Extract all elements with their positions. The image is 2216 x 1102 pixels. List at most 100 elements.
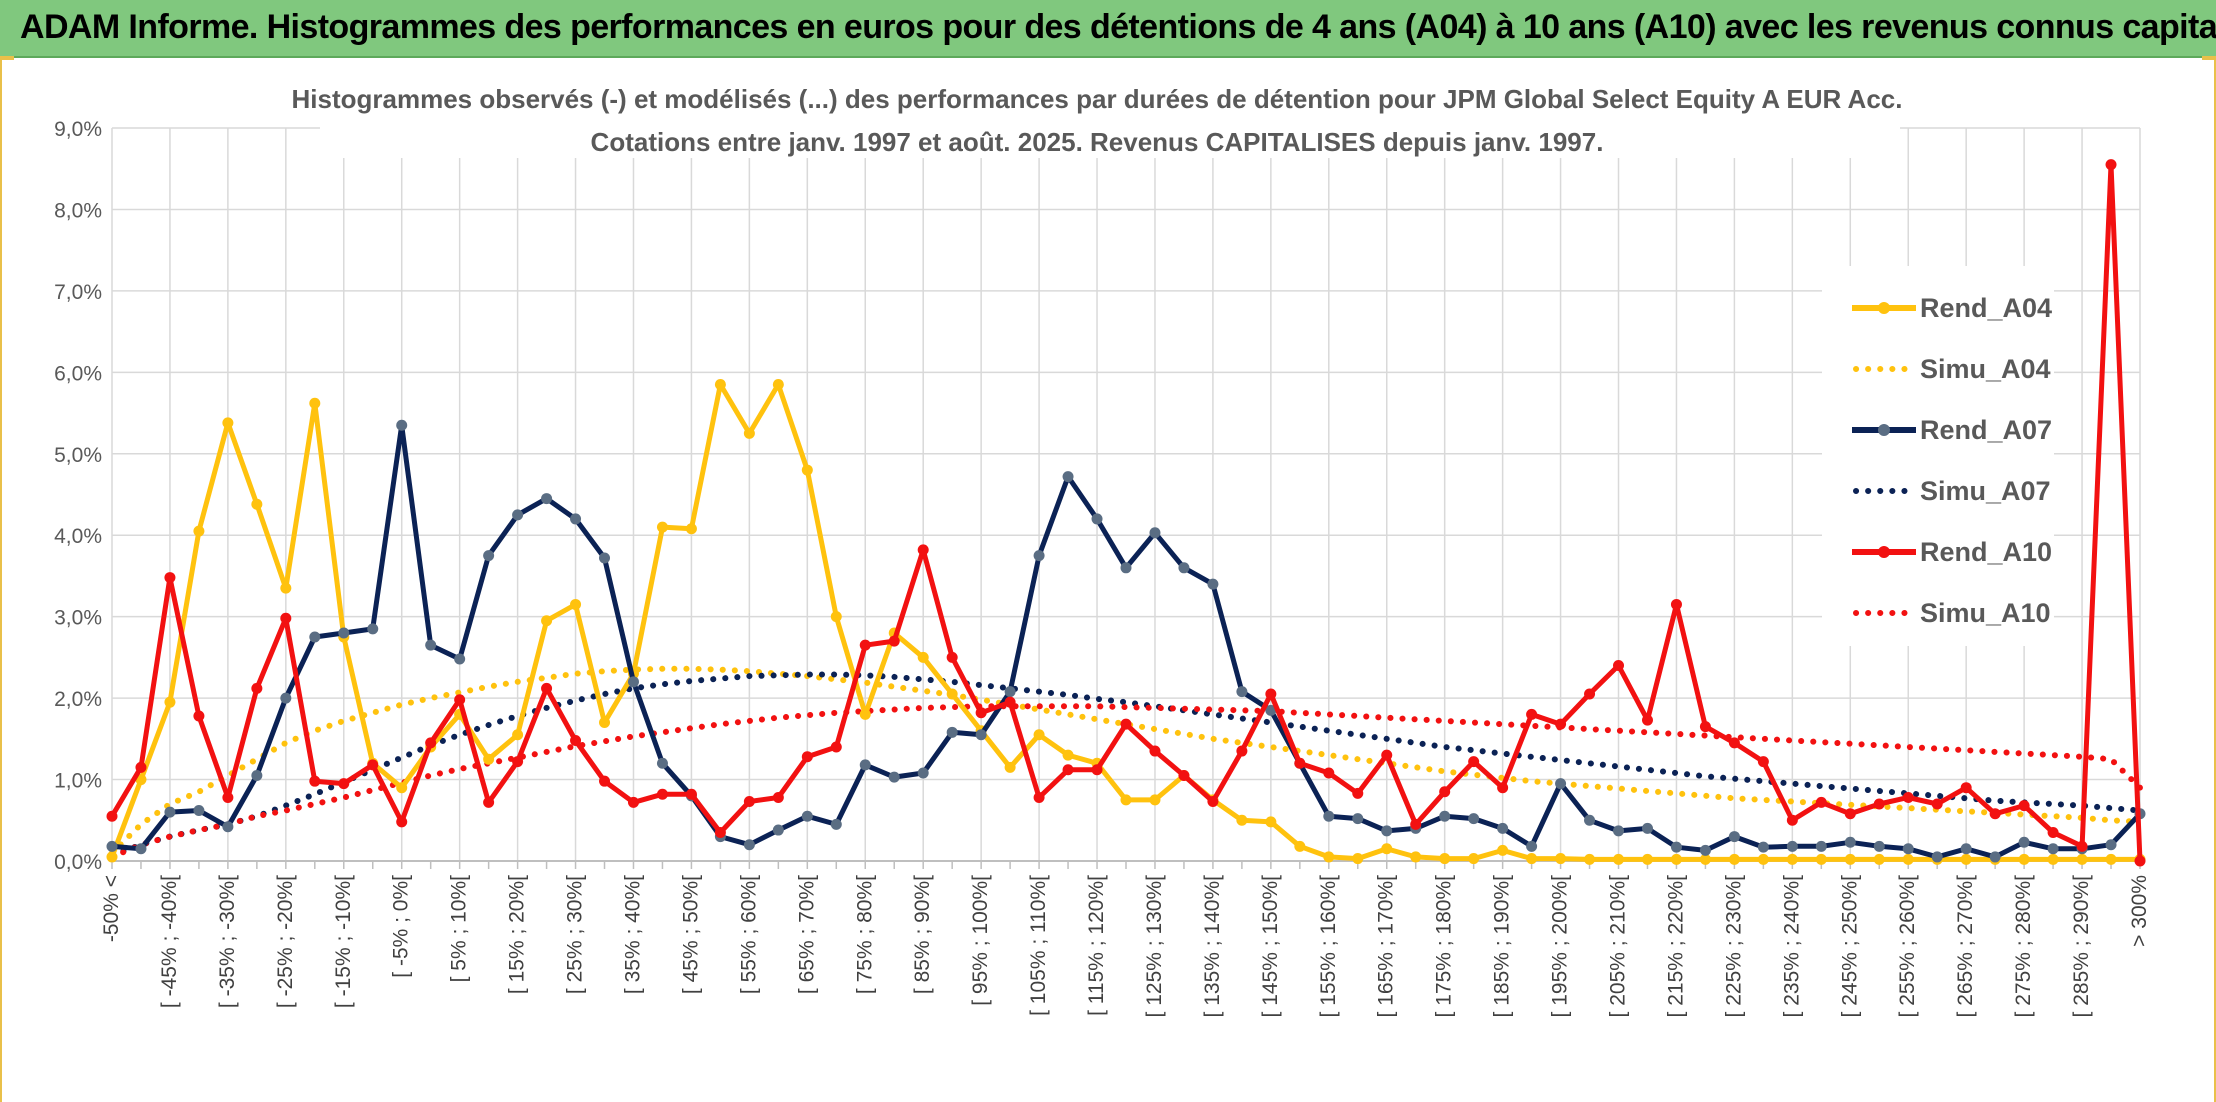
series-rend-a07-point xyxy=(1439,810,1451,822)
x-tick-label: [ 175% ; 180%[ xyxy=(1433,875,1456,1018)
series-rend-a10-point xyxy=(367,759,379,771)
series-rend-a10-point xyxy=(801,751,813,763)
series-rend-a10-point xyxy=(627,796,639,808)
series-rend-a04-point xyxy=(1294,840,1306,852)
y-axis: 0,0% 1,0% 2,0% 3,0% 4,0% 5,0% 6,0% 7,0% 8,0% 9,0% xyxy=(54,118,102,874)
series-rend-a04-point xyxy=(1844,853,1856,865)
series-rend-a04-point xyxy=(1670,853,1682,865)
series-rend-a04-point xyxy=(512,729,524,741)
series-rend-a07-point xyxy=(1699,844,1711,856)
series-rend-a07-point xyxy=(1207,578,1219,590)
y-tick-label: 5,0% xyxy=(54,444,102,467)
series-rend-a07-point xyxy=(1815,840,1827,852)
x-tick-label: [ 285% ; 290%[ xyxy=(2070,875,2093,1018)
series-rend-a07-point xyxy=(830,818,842,830)
series-rend-a07-point xyxy=(1757,841,1769,853)
series-rend-a04-point xyxy=(1439,853,1451,865)
series-rend-a10-point xyxy=(1439,786,1451,798)
series-rend-a10-point xyxy=(1931,798,1943,810)
series-rend-a10-point xyxy=(1613,660,1625,672)
series-rend-a07-point xyxy=(1091,513,1103,525)
series-rend-a10-point xyxy=(1468,756,1480,768)
series-rend-a10-point xyxy=(1062,764,1074,776)
x-tick-label: [ -15% ; -10%[ xyxy=(332,875,355,1008)
series-rend-a10-point xyxy=(1149,745,1161,757)
series-rend-a07-point xyxy=(1352,813,1364,825)
series-rend-a10-point xyxy=(1873,798,1885,810)
x-tick-label: [ 145% ; 150%[ xyxy=(1259,875,1282,1018)
series-rend-a07-point xyxy=(396,419,408,431)
legend-simu-a10-label: Simu_A10 xyxy=(1920,598,2051,628)
series-rend-a07-point xyxy=(367,623,379,635)
series-rend-a10-point xyxy=(570,734,582,746)
series-rend-a07-point xyxy=(859,759,871,771)
series-rend-a10-point xyxy=(1410,818,1422,830)
series-rend-a10-point xyxy=(135,761,147,773)
series-rend-a07-point xyxy=(1555,778,1567,790)
frame-corner-right xyxy=(2202,56,2216,60)
report-title: ADAM Informe. Histogrammes des performan… xyxy=(20,8,2216,46)
report-banner: ADAM Informe. Histogrammes des performan… xyxy=(0,0,2216,58)
series-rend-a04-point xyxy=(1584,853,1596,865)
y-tick-label: 2,0% xyxy=(54,688,102,711)
x-tick-label: [ 125% ; 130%[ xyxy=(1143,875,1166,1018)
series-rend-a10-point xyxy=(1699,721,1711,733)
y-tick-label: 8,0% xyxy=(54,199,102,222)
series-rend-a04-point xyxy=(1033,729,1045,741)
series-rend-a04-point xyxy=(599,717,611,729)
x-tick-label: [ 255% ; 260%[ xyxy=(1896,875,1919,1018)
series-rend-a07-point xyxy=(512,509,524,521)
series-rend-a04-point xyxy=(1410,851,1422,863)
y-tick-label: 6,0% xyxy=(54,362,102,385)
series-rend-a10-point xyxy=(309,775,321,787)
series-rend-a10-point xyxy=(1526,708,1538,720)
series-rend-a07-point xyxy=(801,810,813,822)
series-rend-a10-point xyxy=(1844,808,1856,820)
series-rend-a10-point xyxy=(1381,749,1393,761)
series-rend-a10-point xyxy=(1178,769,1190,781)
series-rend-a04-point xyxy=(1526,853,1538,865)
series-rend-a10-point xyxy=(1641,714,1653,726)
series-rend-a04-point xyxy=(2105,853,2117,865)
series-rend-a10-point xyxy=(1989,808,2001,820)
series-rend-a07-point xyxy=(193,805,205,817)
series-rend-a07-point xyxy=(1033,550,1045,562)
series-rend-a04-point xyxy=(541,615,553,627)
series-rend-a10-point xyxy=(1902,791,1914,803)
series-rend-a10-point xyxy=(2105,159,2117,171)
frame-edge-right xyxy=(2214,58,2216,1102)
series-rend-a10-point xyxy=(1352,787,1364,799)
legend: Rend_A04 Simu_A04 Rend_A07 Simu_A07 Rend_A10… xyxy=(1852,293,2052,628)
series-rend-a07-point xyxy=(251,769,263,781)
series-rend-a07-point xyxy=(917,767,929,779)
title-background xyxy=(320,60,1900,158)
series-rend-a07-point xyxy=(425,639,437,651)
series-rend-a04-point xyxy=(570,598,582,610)
x-tick-label: [ 5% ; 10%[ xyxy=(448,875,471,983)
series-rend-a07-point xyxy=(222,821,234,833)
x-tick-label: [ 15% ; 20%[ xyxy=(506,875,529,994)
series-rend-a04-point xyxy=(1265,816,1277,828)
x-tick-label: [ 245% ; 250%[ xyxy=(1838,875,1861,1018)
series-rend-a04-point xyxy=(1236,814,1248,826)
series-rend-a04-point xyxy=(396,782,408,794)
series-rend-a04-point xyxy=(743,427,755,439)
series-rend-a10-point xyxy=(1323,767,1335,779)
series-rend-a10-point xyxy=(1786,814,1798,826)
y-tick-label: 0,0% xyxy=(54,851,102,874)
series-rend-a10-point xyxy=(975,707,987,719)
series-rend-a10-point xyxy=(830,741,842,753)
series-rend-a07-point xyxy=(1265,704,1277,716)
series-rend-a10-point xyxy=(425,737,437,749)
x-tick-label: [ 155% ; 160%[ xyxy=(1317,875,1340,1018)
x-tick-label: [ 105% ; 110%[ xyxy=(1027,875,1050,1016)
x-tick-label: [ 25% ; 30%[ xyxy=(564,875,587,994)
x-tick-label: [ 275% ; 280%[ xyxy=(2012,875,2035,1018)
series-rend-a10-point xyxy=(888,635,900,647)
x-tick-label: [ 75% ; 80%[ xyxy=(853,875,876,994)
legend-simu-a07-label: Simu_A07 xyxy=(1920,476,2051,506)
series-lines xyxy=(106,159,2146,867)
series-rend-a04-point xyxy=(1960,853,1972,865)
series-rend-a10-point xyxy=(1584,688,1596,700)
series-rend-a07-point xyxy=(1786,840,1798,852)
